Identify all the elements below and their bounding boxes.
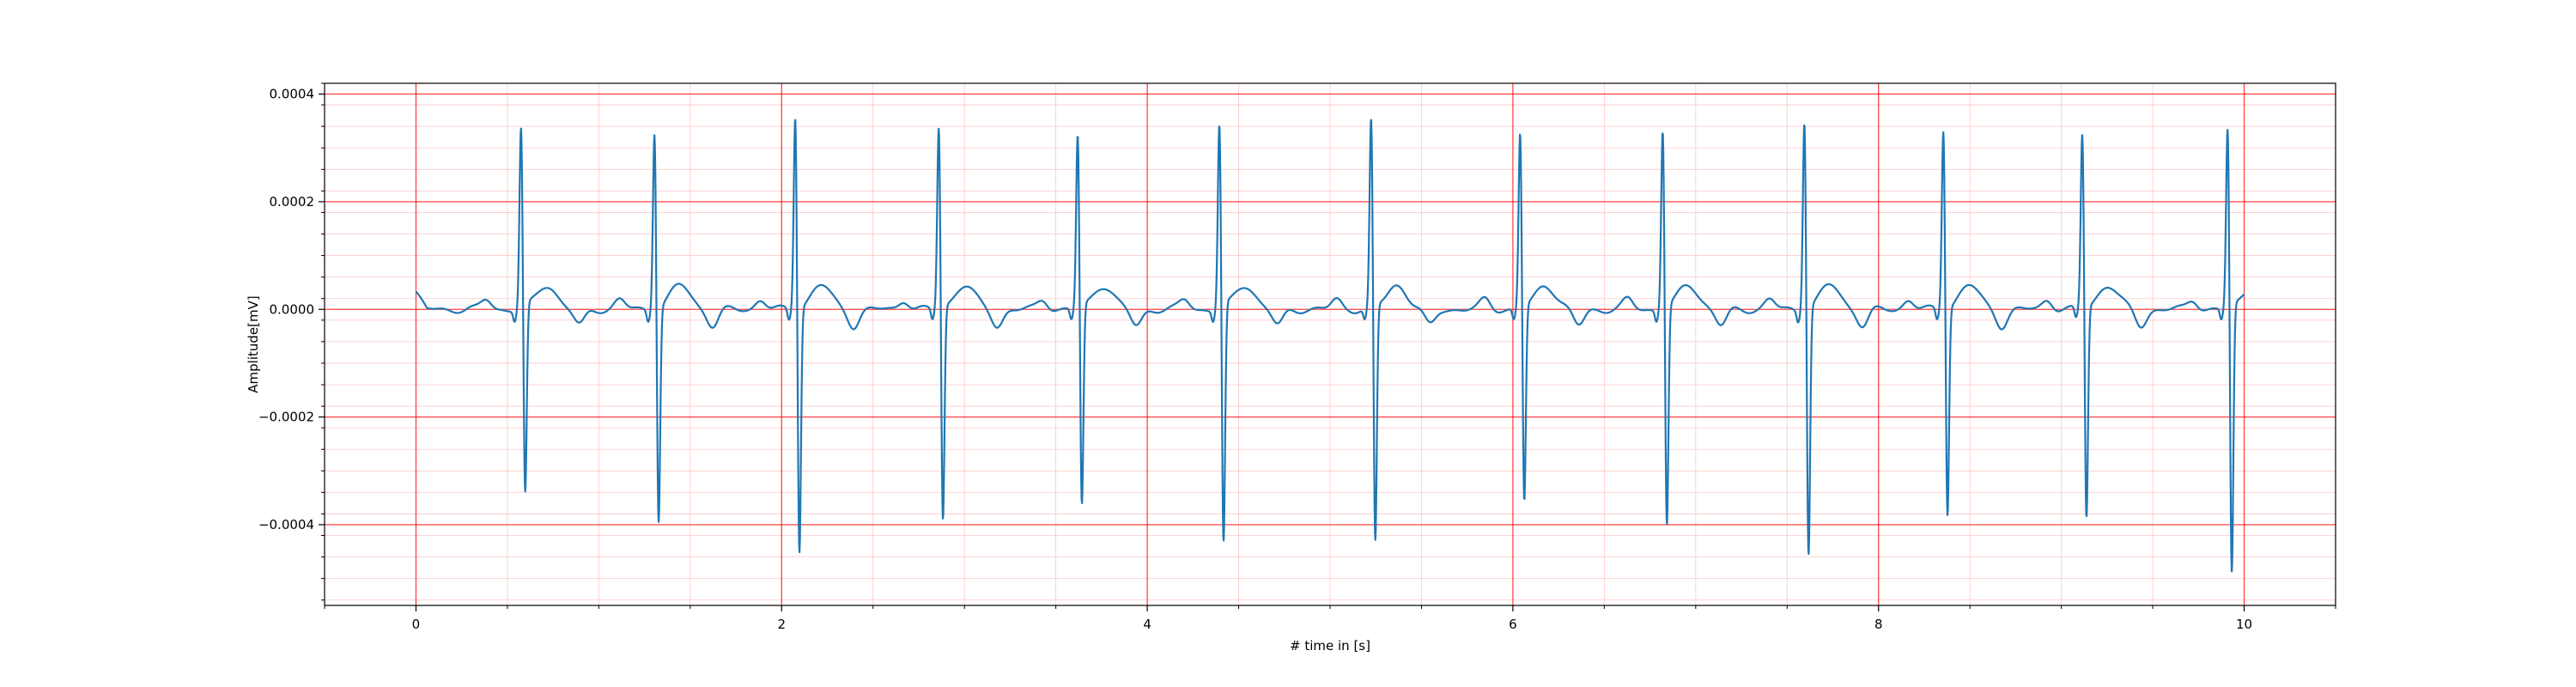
y-tick-label: 0.0004 [270, 87, 315, 102]
ecg-series-line [415, 119, 2245, 573]
x-tick-label: 2 [777, 617, 786, 632]
y-tick-label: −0.0004 [258, 517, 314, 532]
x-tick-label: 8 [1874, 617, 1883, 632]
x-axis-label: # time in [s] [1290, 638, 1370, 654]
x-tick-label: 0 [412, 617, 421, 632]
major-grid [325, 83, 2336, 605]
y-tick-label: −0.0002 [258, 410, 314, 425]
x-tick-label: 6 [1509, 617, 1517, 632]
y-tick-label: 0.0002 [270, 194, 315, 210]
x-tick-label: 4 [1143, 617, 1151, 632]
x-tick-label: 10 [2236, 617, 2252, 632]
minor-grid [324, 82, 2336, 605]
x-axis: 0 2 4 6 8 10 [324, 605, 2336, 632]
y-axis-label: Amplitude[mV] [246, 295, 261, 392]
y-axis: 0.0004 0.0002 0.0000 −0.0002 −0.0004 [258, 82, 325, 601]
y-tick-label: 0.0000 [270, 301, 315, 317]
